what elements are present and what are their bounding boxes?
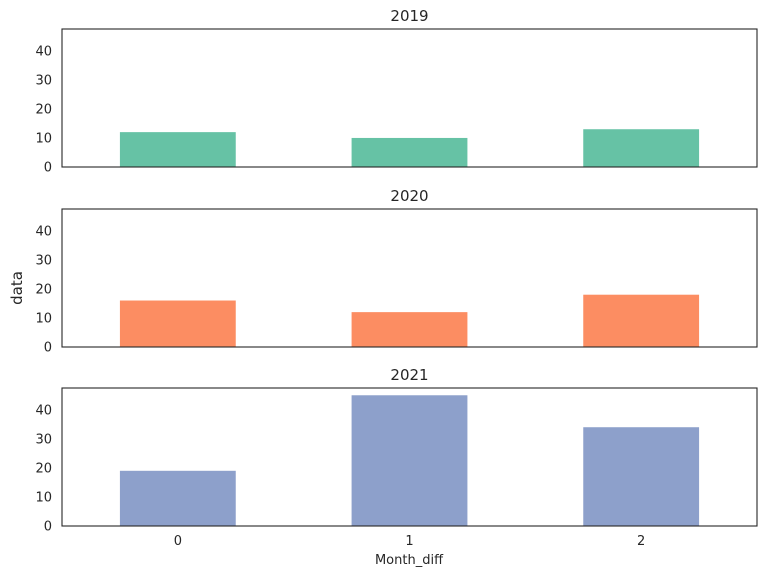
y-tick-label: 20	[35, 102, 52, 117]
y-tick-label: 30	[35, 432, 52, 447]
y-tick-label: 40	[35, 224, 52, 239]
subplot-2019: 2019 0 10 20 30 40	[35, 7, 758, 176]
y-tick-label: 40	[35, 44, 52, 59]
y-tick-label: 10	[35, 490, 52, 505]
subplot-title: 2019	[390, 7, 428, 25]
bar-2019-0	[119, 132, 236, 167]
y-tick-label: 30	[35, 253, 52, 268]
bar-2020-2	[583, 294, 700, 347]
y-tick-label: 0	[44, 520, 52, 535]
bar-2020-1	[351, 312, 468, 347]
y-tick-label: 0	[44, 341, 52, 356]
y-tick-label: 0	[44, 161, 52, 176]
subplot-frame	[61, 28, 758, 168]
subplot-frame	[61, 387, 758, 527]
bar-2021-2	[583, 427, 700, 526]
x-tick-label: 1	[405, 534, 413, 549]
bar-2020-0	[119, 300, 236, 347]
subplot-2021: 2021 0 10 20 30 40 0 1 2	[35, 366, 758, 549]
subplot-frame	[61, 208, 758, 348]
y-tick-label: 10	[35, 131, 52, 146]
subplot-title: 2020	[390, 187, 428, 205]
x-axis-title: Month_diff	[375, 553, 444, 568]
bar-2019-1	[351, 137, 468, 167]
y-tick-label: 30	[35, 73, 52, 88]
subplot-title: 2021	[390, 366, 428, 384]
x-tick-label: 0	[174, 534, 182, 549]
x-tick-label: 2	[637, 534, 645, 549]
y-tick-label: 20	[35, 461, 52, 476]
bar-2019-2	[583, 129, 700, 167]
y-axis-title: data	[8, 271, 26, 305]
bar-2021-1	[351, 395, 468, 526]
y-tick-label: 40	[35, 403, 52, 418]
y-tick-label: 20	[35, 282, 52, 297]
y-tick-label: 10	[35, 311, 52, 326]
bar-2021-0	[119, 470, 236, 526]
subplot-2020: 2020 0 10 20 30 40	[35, 187, 758, 356]
